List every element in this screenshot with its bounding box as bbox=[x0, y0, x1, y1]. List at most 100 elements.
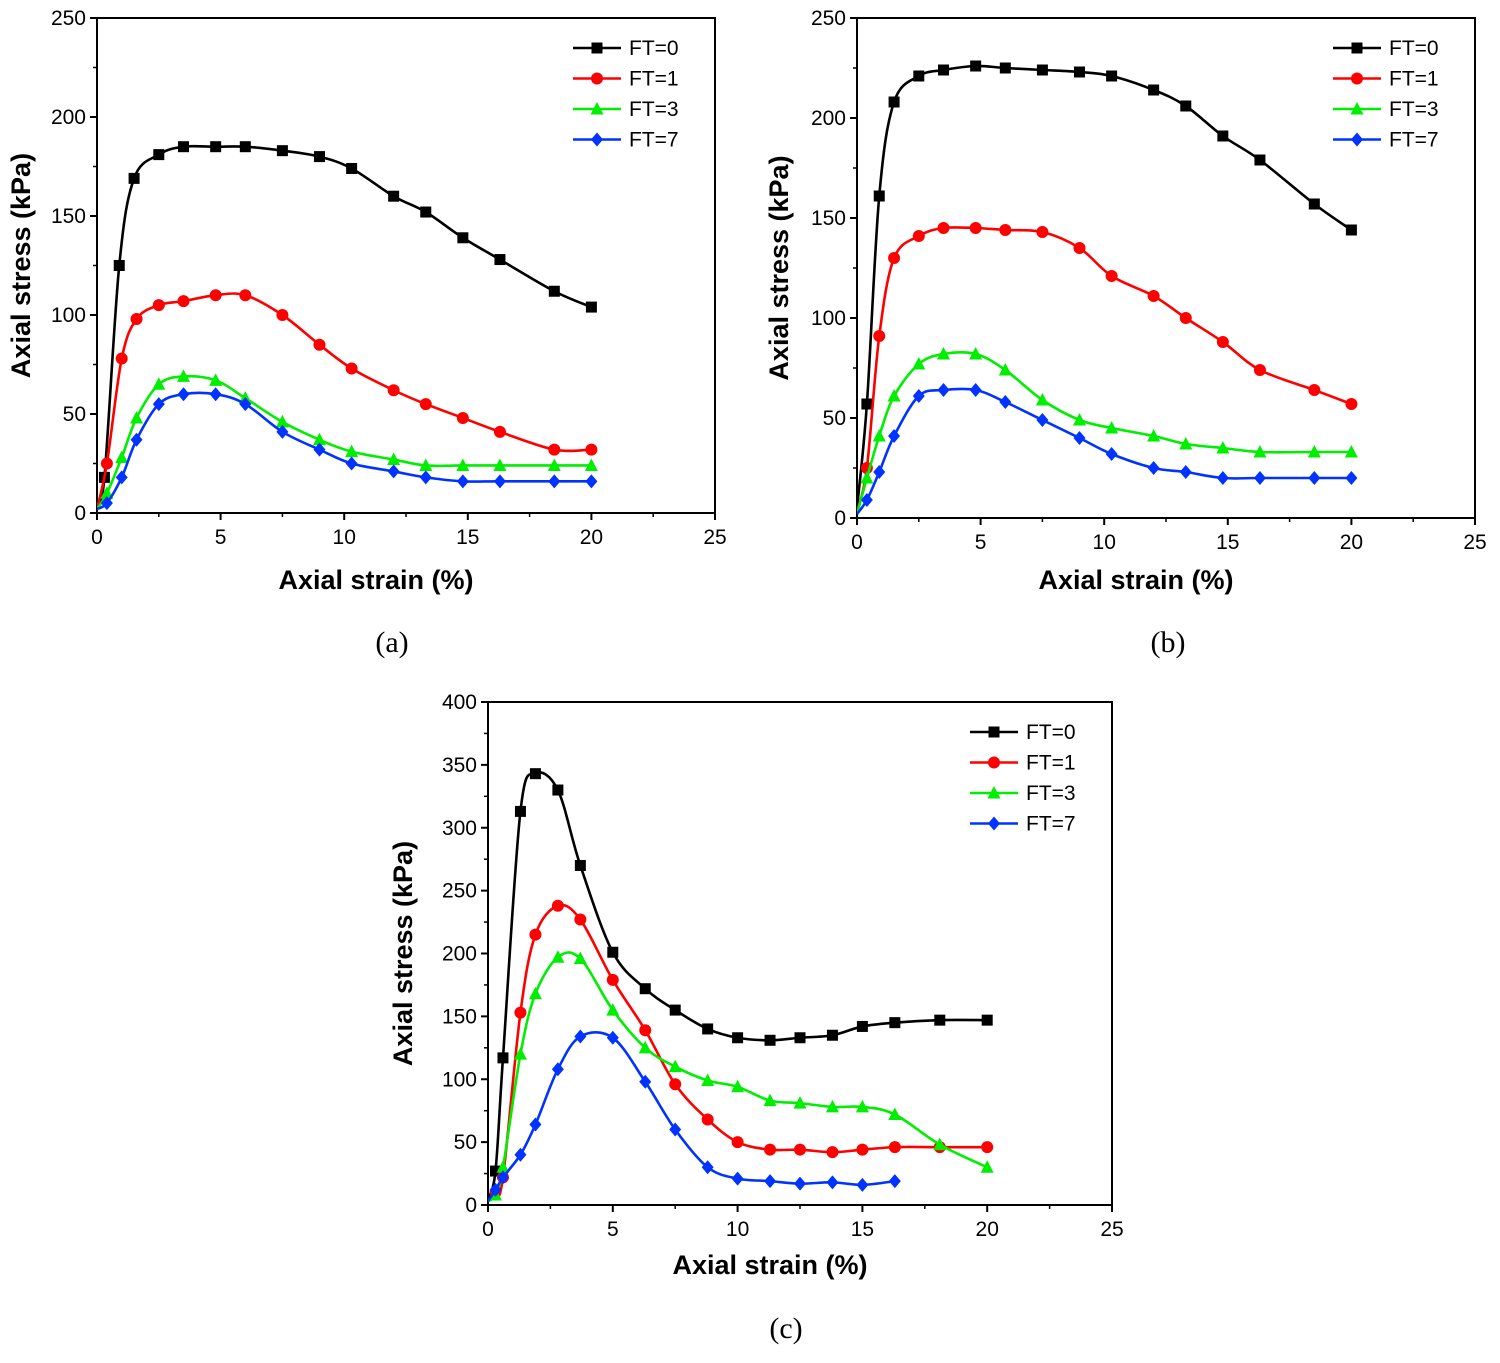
data-point bbox=[856, 1177, 869, 1192]
data-point bbox=[552, 784, 564, 796]
data-point bbox=[489, 1182, 502, 1197]
data-point bbox=[873, 465, 886, 479]
data-point bbox=[514, 1006, 527, 1019]
data-point bbox=[1036, 226, 1049, 238]
legend-item: FT=0 bbox=[1333, 37, 1439, 60]
data-point bbox=[731, 1079, 745, 1093]
data-point bbox=[873, 330, 886, 342]
x-tick-label: 25 bbox=[1100, 1218, 1123, 1241]
y-tick-label: 50 bbox=[823, 407, 846, 430]
data-point bbox=[130, 410, 144, 424]
data-point bbox=[1179, 465, 1192, 479]
legend: FT=0 FT=1 FT=3 FT=7 bbox=[970, 721, 1076, 836]
legend: FT=0 FT=1 FT=3 FT=7 bbox=[573, 37, 679, 152]
y-tick-label: 150 bbox=[442, 1005, 477, 1028]
data-point bbox=[529, 928, 542, 941]
data-point bbox=[456, 474, 469, 489]
x-tick-label: 10 bbox=[726, 1218, 749, 1241]
data-point bbox=[456, 458, 470, 471]
data-point bbox=[1253, 445, 1267, 458]
data-point bbox=[912, 230, 925, 242]
data-point bbox=[969, 383, 982, 397]
data-point bbox=[419, 398, 432, 411]
data-point bbox=[275, 414, 289, 428]
data-point bbox=[1105, 270, 1118, 282]
series-ft-7 bbox=[488, 1029, 901, 1202]
data-point bbox=[345, 362, 358, 375]
legend-marker bbox=[1351, 42, 1363, 54]
series-ft-7 bbox=[857, 383, 1358, 515]
data-point bbox=[1216, 441, 1230, 454]
data-point bbox=[668, 1059, 682, 1073]
series-line bbox=[488, 771, 988, 1200]
data-point bbox=[514, 1147, 527, 1162]
data-point bbox=[514, 805, 526, 817]
data-point bbox=[551, 950, 565, 963]
data-point bbox=[100, 496, 113, 511]
data-point bbox=[547, 458, 561, 471]
data-point bbox=[113, 260, 125, 271]
x-tick-label: 15 bbox=[456, 526, 479, 549]
legend-marker bbox=[591, 42, 603, 54]
y-tick-label: 0 bbox=[834, 507, 846, 530]
y-tick-label: 250 bbox=[442, 880, 477, 903]
data-point bbox=[764, 1143, 777, 1156]
data-point bbox=[980, 1160, 994, 1173]
y-tick-label: 150 bbox=[51, 205, 86, 228]
data-point bbox=[313, 442, 326, 457]
data-point bbox=[494, 254, 506, 266]
panel-c: 0 5 10 15 20 25050100150200250300350400Axial … bbox=[388, 691, 1124, 1345]
data-point bbox=[1179, 437, 1193, 450]
data-point bbox=[388, 190, 400, 202]
data-point bbox=[1345, 398, 1358, 410]
data-point bbox=[387, 464, 400, 479]
data-point bbox=[1180, 100, 1192, 112]
x-tick-label: 5 bbox=[607, 1218, 619, 1241]
y-tick-label: 50 bbox=[454, 1131, 477, 1154]
data-point bbox=[794, 1176, 806, 1191]
data-point bbox=[548, 443, 561, 456]
data-point bbox=[638, 1040, 652, 1054]
x-tick-label: 25 bbox=[1463, 531, 1486, 554]
plot-frame bbox=[487, 701, 1113, 1206]
data-point bbox=[861, 398, 873, 410]
legend-label: FT=0 bbox=[1389, 37, 1439, 60]
data-point bbox=[1253, 471, 1266, 485]
x-axis-title: Axial strain (%) bbox=[672, 1250, 867, 1280]
data-point bbox=[574, 1029, 587, 1044]
data-point bbox=[606, 973, 619, 986]
data-point bbox=[496, 1160, 510, 1173]
legend-item: FT=0 bbox=[573, 37, 679, 60]
y-tick-label: 200 bbox=[51, 106, 86, 129]
data-point bbox=[1072, 413, 1086, 426]
x-tick-label: 5 bbox=[215, 526, 227, 549]
data-point bbox=[701, 1113, 714, 1126]
data-point bbox=[934, 1014, 946, 1026]
data-point bbox=[456, 411, 469, 424]
y-tick-label: 0 bbox=[74, 502, 86, 525]
data-point bbox=[639, 983, 651, 995]
series-line bbox=[488, 903, 988, 1203]
data-point bbox=[888, 429, 901, 443]
data-point bbox=[239, 289, 252, 302]
data-point bbox=[763, 1093, 777, 1107]
data-point bbox=[969, 347, 983, 360]
legend-label: FT=1 bbox=[1389, 68, 1439, 91]
data-point bbox=[177, 387, 190, 402]
x-tick-label: 25 bbox=[703, 526, 726, 549]
data-point bbox=[669, 1004, 681, 1016]
data-point bbox=[860, 493, 873, 507]
legend-label: FT=1 bbox=[629, 68, 679, 91]
panel-caption: (a) bbox=[375, 626, 408, 659]
data-point bbox=[312, 432, 326, 446]
data-point bbox=[1308, 471, 1321, 485]
data-point bbox=[573, 951, 587, 965]
data-point bbox=[497, 1052, 509, 1064]
legend-marker bbox=[590, 102, 604, 115]
series-line bbox=[857, 64, 1353, 509]
legend-item: FT=1 bbox=[1333, 68, 1439, 91]
data-point bbox=[793, 1096, 807, 1109]
data-point bbox=[873, 190, 885, 202]
